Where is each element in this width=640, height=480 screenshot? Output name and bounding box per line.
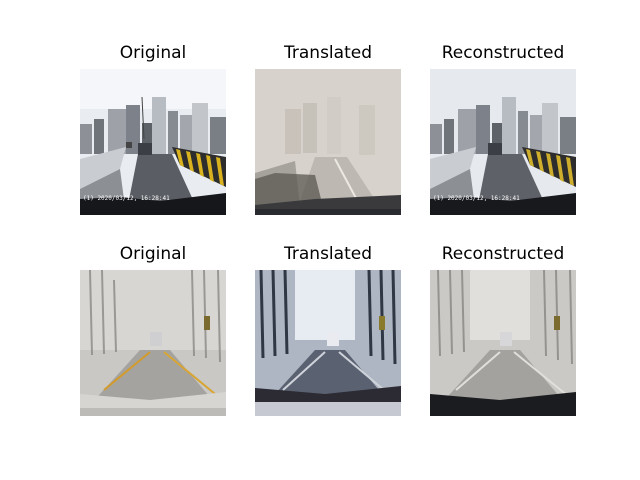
dashcam-image-city-reconstructed: (1) 2020/03/12, 16:28:41	[430, 69, 576, 215]
dashcam-image-city: (1) 2020/03/12, 16:28:41	[80, 69, 226, 215]
panel-title: Reconstructed	[441, 244, 565, 264]
timestamp-overlay: (1) 2020/03/12, 16:28:41	[433, 195, 520, 202]
panel-title: Translated	[284, 244, 372, 264]
dashcam-image-city-foggy	[255, 69, 401, 215]
dashcam-image-trees-foggy	[80, 270, 226, 416]
panel-title: Original	[119, 43, 187, 63]
panel-title: Original	[119, 244, 187, 264]
timestamp-overlay: (1) 2020/03/12, 16:28:41	[83, 195, 170, 202]
dashcam-image-trees-clear	[255, 270, 401, 416]
dashcam-image-trees-reconstructed	[430, 270, 576, 416]
panel-title: Reconstructed	[441, 43, 565, 63]
panel-title: Translated	[284, 43, 372, 63]
